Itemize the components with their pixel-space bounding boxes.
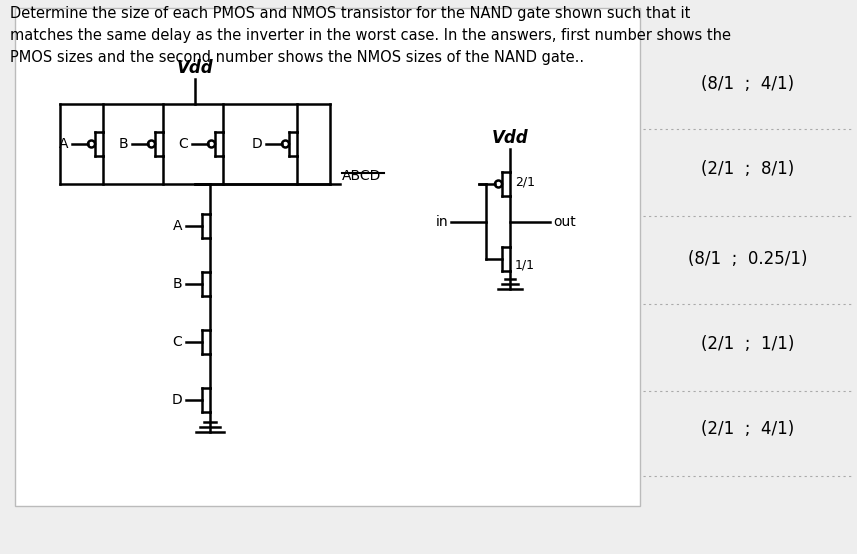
FancyBboxPatch shape xyxy=(15,8,640,506)
Text: Vdd: Vdd xyxy=(492,129,528,147)
Text: B: B xyxy=(172,277,182,291)
Text: Vdd: Vdd xyxy=(177,59,213,77)
Text: Determine the size of each PMOS and NMOS transistor for the NAND gate shown such: Determine the size of each PMOS and NMOS… xyxy=(10,6,731,65)
Text: B: B xyxy=(118,137,128,151)
Text: out: out xyxy=(553,214,576,228)
Text: in: in xyxy=(435,214,448,228)
Text: (8/1  ;  4/1): (8/1 ; 4/1) xyxy=(701,75,794,93)
Text: C: C xyxy=(178,137,188,151)
Text: ABCD: ABCD xyxy=(342,169,381,183)
Text: (2/1  ;  1/1): (2/1 ; 1/1) xyxy=(701,335,794,353)
Text: 1/1: 1/1 xyxy=(515,259,535,271)
Text: (8/1  ;  0.25/1): (8/1 ; 0.25/1) xyxy=(688,250,808,268)
Text: (2/1  ;  8/1): (2/1 ; 8/1) xyxy=(701,160,794,178)
Text: A: A xyxy=(172,219,182,233)
Text: C: C xyxy=(172,335,182,349)
Text: D: D xyxy=(171,393,182,407)
Text: A: A xyxy=(58,137,68,151)
Text: (2/1  ;  4/1): (2/1 ; 4/1) xyxy=(701,420,794,438)
Text: 2/1: 2/1 xyxy=(515,176,535,188)
Text: D: D xyxy=(251,137,262,151)
